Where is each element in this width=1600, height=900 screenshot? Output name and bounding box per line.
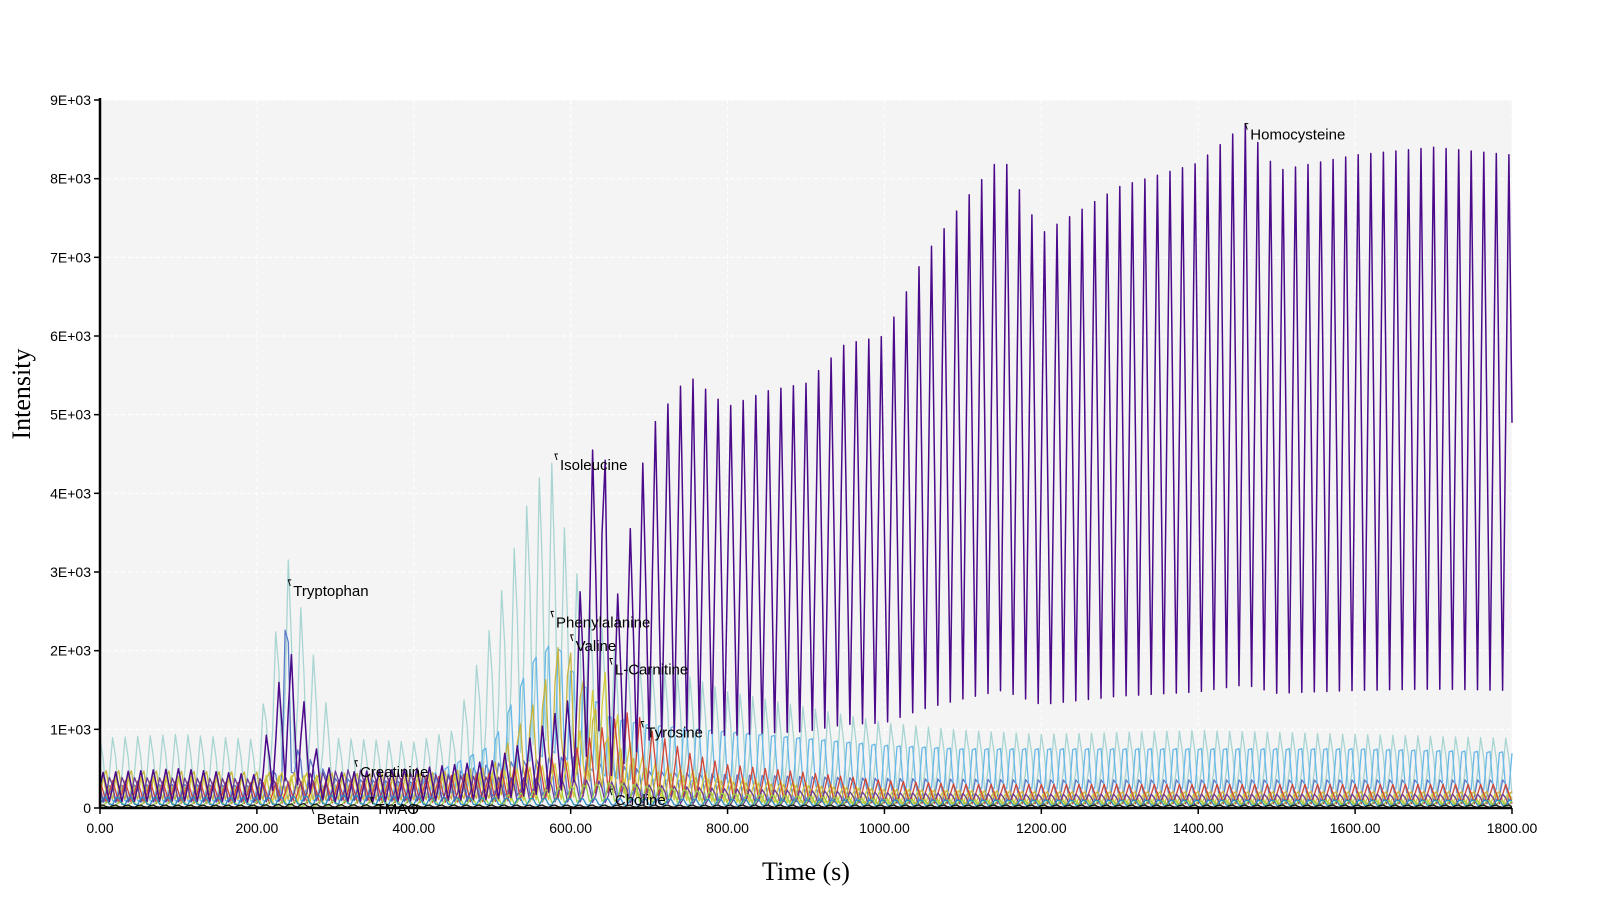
annotation-valine: Valine bbox=[576, 638, 617, 655]
annotation-tryptophan: Tryptophan bbox=[293, 583, 368, 600]
annotation-marker bbox=[609, 788, 613, 796]
annotation-choline: Choline bbox=[615, 792, 666, 809]
annotation-marker bbox=[550, 610, 555, 618]
peak-annotations: Homocysteine Isoleucine Tryptophan Phenylal… bbox=[287, 123, 1345, 828]
y-tick-label: 0 bbox=[83, 800, 91, 816]
x-tick-label: 1200.00 bbox=[1016, 820, 1067, 836]
x-tick-label: 1800.00 bbox=[1487, 820, 1538, 836]
annotation-marker bbox=[369, 797, 374, 804]
y-axis-title: Intensity bbox=[7, 349, 36, 440]
x-tick-label: 800.00 bbox=[706, 820, 749, 836]
x-tick-label: 0.00 bbox=[86, 820, 113, 836]
annotation-homocysteine: Homocysteine bbox=[1250, 127, 1345, 144]
y-tick-label: 2E+03 bbox=[50, 643, 91, 659]
series-line-homocysteine bbox=[99, 122, 1513, 803]
series-line-tmao bbox=[99, 794, 1513, 807]
annotation-marker bbox=[640, 720, 645, 728]
annotation-marker bbox=[569, 634, 574, 642]
x-tick-label: 200.00 bbox=[235, 820, 278, 836]
annotation-marker bbox=[609, 658, 613, 665]
x-tick-label: 1000.00 bbox=[859, 820, 910, 836]
annotation-phenylalanine: Phenylalanine bbox=[556, 614, 650, 631]
y-tick-label: 7E+03 bbox=[50, 249, 91, 265]
annotation-tyrosine: Tyrosine bbox=[646, 724, 703, 741]
axes: 0.00 200.00 400.00 600.00 800.00 1000.00 1200.… bbox=[50, 92, 1537, 836]
y-tick-label: 5E+03 bbox=[50, 407, 91, 423]
x-tick-label: 600.00 bbox=[549, 820, 592, 836]
y-tick-label: 6E+03 bbox=[50, 328, 91, 344]
x-tick-label: 1400.00 bbox=[1173, 820, 1224, 836]
y-tick-label: 3E+03 bbox=[50, 564, 91, 580]
y-tick-label: 4E+03 bbox=[50, 485, 91, 501]
x-tick-label: 400.00 bbox=[392, 820, 435, 836]
annotation-tmao: TMAO bbox=[376, 801, 419, 818]
annotation-isoleucine: Isoleucine bbox=[560, 457, 628, 474]
annotation-creatinine: Creatinine bbox=[360, 764, 428, 781]
annotation-marker bbox=[287, 579, 292, 587]
annotation-l-carnitine: L-Carnitine bbox=[615, 662, 688, 679]
annotation-betain: Betain bbox=[317, 811, 360, 828]
annotation-marker bbox=[1244, 123, 1249, 130]
y-tick-label: 8E+03 bbox=[50, 171, 91, 187]
annotation-marker bbox=[354, 760, 358, 767]
x-tick-label: 1600.00 bbox=[1330, 820, 1381, 836]
y-tick-label: 9E+03 bbox=[50, 92, 91, 108]
x-axis-title: Time (s) bbox=[762, 857, 850, 886]
annotation-marker bbox=[311, 807, 315, 815]
y-tick-label: 1E+03 bbox=[50, 721, 91, 737]
annotation-marker bbox=[554, 453, 558, 461]
